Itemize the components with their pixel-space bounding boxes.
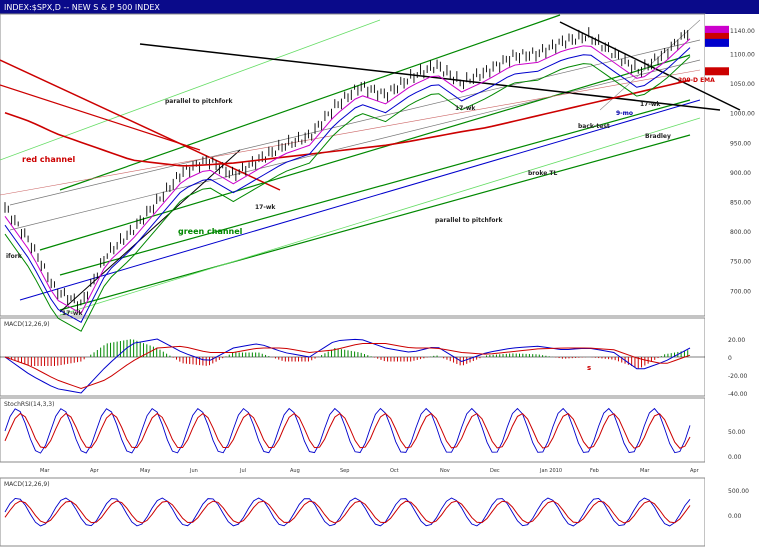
macd-y-tick: 0 — [728, 355, 732, 362]
ma-long-line — [4, 56, 691, 332]
y-tick-label: 700.00 — [730, 288, 751, 295]
y-tick-label: 1000.00 — [730, 111, 755, 118]
price-tag — [705, 67, 729, 76]
chart-annotation: 17-wk — [62, 310, 83, 317]
macd-title: MACD(12,26,9) — [4, 321, 50, 328]
chart-annotation: 200-D EMA — [678, 77, 715, 84]
macd-y-tick: 20.00 — [728, 337, 745, 344]
macd2-title: MACD(12,26,9) — [4, 481, 50, 488]
trend-line — [9, 39, 701, 206]
chart-annotation: parallel to pitchfork — [435, 217, 503, 224]
chart-annotation: 9-mo — [616, 110, 633, 117]
macd2-panel — [0, 477, 706, 547]
y-tick-label: 1100.00 — [730, 52, 755, 59]
y-tick-label: 1050.00 — [730, 81, 755, 88]
trend-line — [59, 149, 241, 313]
chart-annotation: s — [587, 364, 591, 372]
x-axis-label: Aug — [290, 468, 300, 474]
price-bars — [4, 27, 689, 311]
chart-annotation: 17-wk — [455, 105, 476, 112]
trend-line — [0, 69, 701, 196]
price-y-ticks: 1140.00 1100.00 1050.00 1000.00 950.00 900.00… — [705, 25, 755, 295]
y-tick-label: 950.00 — [730, 140, 751, 147]
ma-short-line — [4, 38, 691, 315]
x-axis-label: Apr — [690, 468, 700, 474]
chart-annotation: 17-wk — [640, 101, 661, 108]
x-axis-label: Jul — [239, 468, 246, 474]
macd-line — [4, 338, 691, 394]
x-axis-label: May — [140, 468, 150, 474]
chart-annotation: parallel to pitchfork — [165, 98, 233, 105]
stoch-y-tick: 0.00 — [728, 454, 742, 461]
stoch-signal-line — [4, 412, 691, 449]
y-tick-label: 1140.00 — [730, 28, 755, 35]
chart-annotation: back-test — [578, 123, 610, 130]
price-lines — [4, 38, 691, 332]
stoch-line — [4, 407, 691, 454]
y-tick-label: 800.00 — [730, 229, 751, 236]
x-axis-label: Nov — [440, 468, 450, 474]
trend-line — [599, 19, 701, 111]
y-tick-label: 850.00 — [730, 200, 751, 207]
stoch-indicator: 50.00 0.00 — [4, 407, 745, 461]
trend-line — [559, 21, 741, 111]
price-tag — [705, 25, 729, 34]
chart-annotation: 17-wk — [255, 204, 276, 211]
macd2-y-tick: 500.00 — [728, 488, 749, 495]
x-axis-label: Feb — [590, 468, 599, 474]
x-axis-labels: Mar Apr May Jun Jul Aug Sep Oct Nov Dec Jan 2010 Fe… — [40, 468, 700, 474]
chart-annotation: red channel — [22, 155, 76, 164]
stoch-title: StochRSI(14,3,3) — [4, 401, 54, 408]
macd-y-tick: -20.00 — [728, 373, 748, 380]
x-axis-label: Oct — [390, 468, 399, 474]
trend-line — [59, 99, 691, 276]
y-tick-label: 750.00 — [730, 259, 751, 266]
chart-annotation: green channel — [178, 227, 243, 236]
price-axis — [705, 14, 759, 557]
trend-line — [59, 117, 701, 316]
x-axis-label: Mar — [640, 468, 650, 474]
x-axis-label: Jan 2010 — [539, 468, 562, 474]
ma-mid-line — [4, 47, 691, 323]
chart-annotation: Bradley — [645, 133, 671, 140]
x-axis-label: Jun — [189, 468, 198, 474]
chart-annotation: broke TL — [528, 170, 557, 177]
ema-200-line — [4, 79, 691, 167]
x-axis-label: Dec — [490, 468, 500, 474]
trend-line — [39, 54, 691, 251]
macd2-y-tick: 0.00 — [728, 513, 742, 520]
trend-line — [59, 134, 691, 311]
price-tag — [705, 38, 729, 47]
stoch-panel — [0, 397, 706, 463]
stoch-y-tick: 50.00 — [728, 429, 745, 436]
macd-y-tick: -40.00 — [728, 391, 748, 398]
trend-line — [0, 84, 201, 151]
x-axis-label: Sep — [340, 468, 349, 474]
x-axis-label: Mar — [40, 468, 50, 474]
title-bar — [0, 0, 759, 14]
trend-line — [19, 99, 701, 301]
chart-annotation: ifork — [6, 253, 23, 260]
x-axis-label: Apr — [90, 468, 100, 474]
window-title: INDEX:$SPX,D -- NEW S & P 500 INDEX — [4, 3, 160, 12]
macd-line — [4, 343, 691, 390]
trend-line — [9, 59, 701, 231]
annotations: parallel to pitchfork red channel green ch… — [6, 77, 715, 317]
macd-indicator: 20.00 0 -20.00 -40.00 s — [0, 337, 748, 398]
macd2-indicator: 500.00 0.00 — [4, 488, 749, 527]
macd2-signal-line — [4, 500, 691, 524]
y-tick-label: 900.00 — [730, 170, 751, 177]
trend-line — [0, 59, 281, 191]
price-tag — [705, 32, 729, 41]
